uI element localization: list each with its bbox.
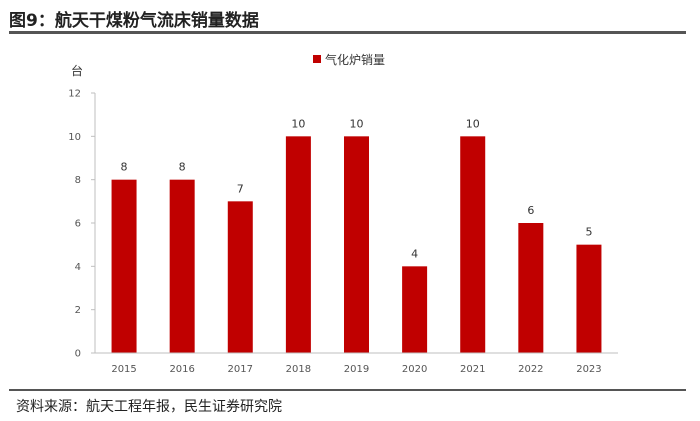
- y-tick-label: 0: [75, 349, 81, 360]
- figure-title: 图9：航天干煤粉气流床销量数据: [9, 11, 259, 31]
- legend-swatch: [313, 55, 321, 63]
- x-tick-label: 2019: [344, 364, 369, 375]
- bar: [227, 201, 253, 353]
- x-tick-label: 2018: [286, 364, 311, 375]
- bar: [285, 136, 311, 353]
- y-tick-label: 6: [75, 219, 81, 230]
- bar-value-label: 10: [291, 117, 305, 130]
- bar-value-label: 10: [466, 117, 480, 130]
- x-tick-label: 2017: [228, 364, 253, 375]
- bar: [111, 179, 137, 353]
- bar-value-label: 4: [411, 247, 418, 260]
- x-axis: 2015 2016 2017 2018 2019 2020 2021 2022 2023: [95, 352, 618, 375]
- legend: 气化炉销量: [313, 52, 385, 67]
- bar: [344, 136, 369, 353]
- x-tick-label: 2020: [402, 364, 427, 375]
- bar-value-label: 5: [585, 226, 592, 239]
- source-note: 资料来源：航天工程年报，民生证券研究院: [16, 399, 282, 415]
- bar-value-label: 6: [527, 204, 534, 217]
- y-tick-label: 8: [75, 175, 81, 186]
- bar: [402, 266, 428, 353]
- y-tick-label: 4: [75, 262, 81, 273]
- bar-value-label: 8: [121, 161, 128, 174]
- bar: [576, 244, 602, 353]
- x-tick-label: 2015: [111, 364, 136, 375]
- bars: 8 8 7 10 10 4 10 6 5: [111, 117, 602, 353]
- source-rule: [9, 389, 686, 391]
- x-tick-label: 2022: [518, 364, 543, 375]
- x-tick-label: 2021: [460, 364, 485, 375]
- bar-value-label: 7: [237, 182, 244, 195]
- y-tick-label: 12: [68, 89, 81, 100]
- x-tick-label: 2023: [576, 364, 601, 375]
- bar: [169, 179, 195, 353]
- bar: [518, 223, 544, 353]
- bar-value-label: 8: [179, 161, 186, 174]
- x-tick-label: 2016: [169, 364, 194, 375]
- legend-label: 气化炉销量: [325, 52, 385, 67]
- bar-value-label: 10: [350, 117, 364, 130]
- y-axis-unit-label: 台: [71, 63, 83, 78]
- y-tick-label: 2: [75, 305, 81, 316]
- y-axis: 0 2 4 6 8 10 12: [68, 89, 96, 360]
- title-rule: [9, 31, 686, 34]
- y-tick-label: 10: [68, 132, 81, 143]
- bar: [460, 136, 486, 353]
